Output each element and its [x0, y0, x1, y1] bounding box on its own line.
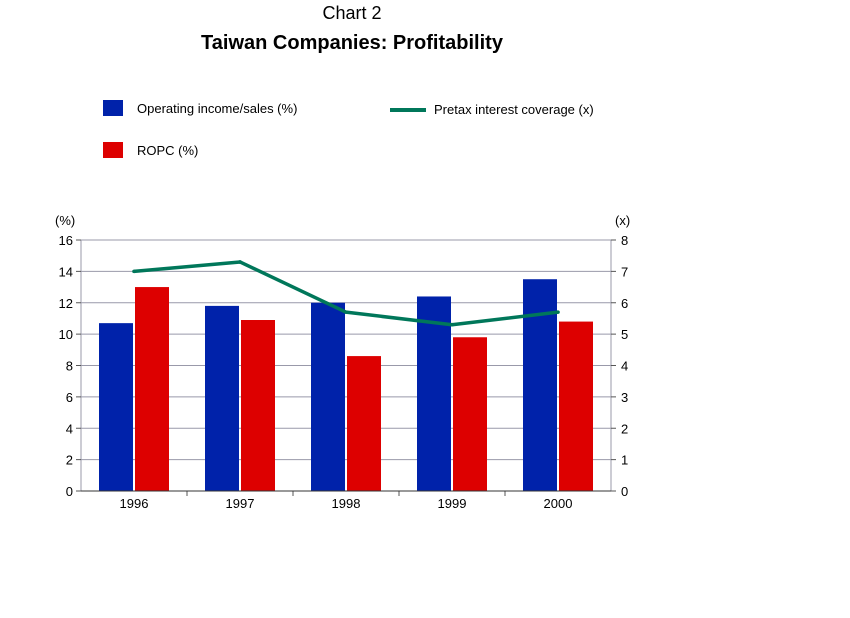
point-interest-coverage-1996: [132, 269, 136, 274]
bar-ropc-1998: [347, 356, 381, 491]
point-interest-coverage-2000: [556, 310, 560, 314]
y-right-tick-label: 7: [621, 264, 628, 279]
y-left-tick-label: 4: [66, 421, 73, 436]
legend-item-interest-coverage: Pretax interest coverage (x): [390, 102, 594, 117]
chart-title: Taiwan Companies: Profitability: [201, 32, 503, 54]
legend-label: ROPC (%): [137, 142, 199, 158]
x-tick-label: 1999: [438, 496, 467, 511]
x-tick-label: 1998: [332, 496, 361, 511]
chart-label: Chart 2: [322, 3, 382, 23]
y-left-tick-label: 12: [59, 296, 73, 311]
y-right-tick-label: 0: [621, 484, 628, 499]
y-left-tick-label: 8: [66, 359, 73, 374]
x-tick-label: 1997: [226, 496, 255, 511]
y-right-axis-label: (x): [615, 213, 630, 228]
x-tick-label: 1996: [120, 496, 149, 511]
bar-operating-income-1998: [311, 302, 345, 491]
legend-swatch-blue: [103, 100, 123, 116]
y-left-tick-label: 6: [66, 390, 73, 405]
x-tick-label: 2000: [544, 496, 573, 511]
y-left-tick-label: 0: [66, 484, 73, 499]
legend-item-operating-income: Operating income/sales (%): [103, 100, 297, 116]
bar-operating-income-1999: [417, 296, 451, 491]
legend-item-ropc: ROPC (%): [103, 142, 198, 158]
point-interest-coverage-1997: [238, 260, 242, 264]
bar-operating-income-1997: [205, 305, 239, 491]
y-right-tick-label: 8: [621, 233, 628, 248]
bar-ropc-2000: [559, 321, 593, 491]
y-right-tick-label: 5: [621, 327, 628, 342]
y-left-tick-label: 10: [59, 327, 73, 342]
legend-swatch-green-line: [390, 107, 426, 112]
y-left-axis-label: (%): [55, 213, 75, 228]
point-interest-coverage-1999: [450, 322, 454, 327]
bar-ropc-1999: [453, 337, 487, 491]
y-right-tick-label: 4: [621, 359, 628, 374]
bar-ropc-1997: [241, 320, 275, 491]
y-left-tick-label: 2: [66, 453, 73, 468]
bar-operating-income-1996: [99, 323, 133, 491]
y-left-tick-label: 14: [59, 264, 73, 279]
bar-ropc-1996: [135, 287, 169, 491]
legend-label: Pretax interest coverage (x): [434, 102, 594, 117]
y-left-tick-label: 16: [59, 233, 73, 248]
legend-swatch-red: [103, 142, 123, 158]
y-right-tick-label: 3: [621, 390, 628, 405]
bar-operating-income-2000: [523, 279, 557, 491]
point-interest-coverage-1998: [344, 310, 348, 314]
y-right-tick-label: 1: [621, 453, 628, 468]
y-right-tick-label: 2: [621, 421, 628, 436]
y-right-tick-label: 6: [621, 296, 628, 311]
legend-label: Operating income/sales (%): [137, 100, 298, 116]
